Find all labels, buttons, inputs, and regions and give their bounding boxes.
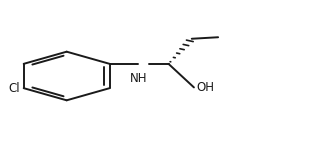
Text: Cl: Cl xyxy=(8,82,20,95)
Text: NH: NH xyxy=(130,72,148,85)
Text: OH: OH xyxy=(197,81,215,94)
